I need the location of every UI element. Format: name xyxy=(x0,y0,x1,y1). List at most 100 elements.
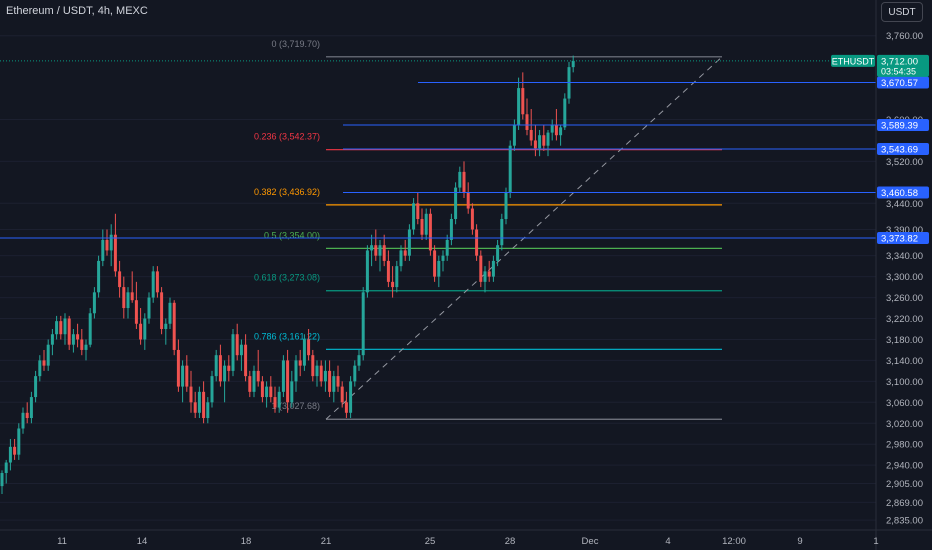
fib-level-label: 0 (3,719.70) xyxy=(271,39,320,49)
symbol-tag xyxy=(831,54,875,67)
hline-price-label: 3,589.39 xyxy=(881,121,918,132)
candle-body xyxy=(521,88,525,115)
time-tick-label: 4 xyxy=(665,536,670,547)
price-tick-label: 3,140.00 xyxy=(886,356,923,367)
candle-body xyxy=(84,344,88,350)
candle-body xyxy=(4,462,8,474)
candle-body xyxy=(319,365,323,382)
candle-body xyxy=(353,365,357,382)
candle-body xyxy=(538,135,542,149)
fib-level-label: 1 (3,027.68) xyxy=(271,401,320,411)
price-tick-label: 3,060.00 xyxy=(886,398,923,409)
candle-body xyxy=(265,386,269,398)
candle-body xyxy=(420,219,424,235)
horizontal-lines[interactable] xyxy=(0,60,876,239)
candle-body xyxy=(59,321,63,335)
time-tick-label: 12:00 xyxy=(722,536,746,547)
hline-price-tag xyxy=(877,186,929,199)
candle-body xyxy=(50,334,54,345)
candle-body xyxy=(269,386,273,398)
currency-button[interactable]: USDT xyxy=(881,2,923,22)
hline-price-tag xyxy=(877,142,929,155)
hline-price-tag xyxy=(877,76,929,89)
candle-body xyxy=(71,334,75,345)
time-tick-label: 18 xyxy=(241,536,252,547)
time-tick-label: 25 xyxy=(425,536,436,547)
candle-body xyxy=(160,292,164,329)
fib-level-label: 0.618 (3,273.08) xyxy=(254,273,320,283)
candle-body xyxy=(357,355,361,366)
candle-body xyxy=(248,376,252,392)
candle-body xyxy=(130,292,134,301)
candle-body xyxy=(407,229,411,256)
candle-body xyxy=(214,355,218,377)
candle-body xyxy=(13,446,17,455)
candle-body xyxy=(185,365,189,387)
candle-body xyxy=(25,412,29,419)
price-tick-label: 3,180.00 xyxy=(886,335,923,346)
candle-body xyxy=(571,60,575,68)
candle-body xyxy=(76,334,80,340)
candle-body xyxy=(525,114,529,130)
candle-body xyxy=(0,473,4,487)
candle-body xyxy=(424,213,428,235)
candle-body xyxy=(260,381,264,398)
candle-body xyxy=(21,412,25,429)
price-tick-label: 3,300.00 xyxy=(886,272,923,283)
candle-body xyxy=(281,360,285,392)
candle-body xyxy=(504,192,508,220)
candle-body xyxy=(34,376,38,398)
hline-price-label: 3,460.58 xyxy=(881,188,918,199)
candle-body xyxy=(29,397,33,419)
candle-body xyxy=(151,271,155,298)
time-axis[interactable]: 11 14 18 21 25 28 Dec 4 12:00 9 1 xyxy=(57,536,879,547)
time-tick-label: 14 xyxy=(137,536,148,547)
candle-body xyxy=(42,360,46,366)
candle-body xyxy=(315,365,319,377)
candle-body xyxy=(126,292,130,309)
candle-body xyxy=(218,355,222,382)
candle-body xyxy=(63,318,67,335)
price-tick-label: 3,440.00 xyxy=(886,199,923,210)
time-tick-label: 9 xyxy=(797,536,802,547)
hline-price-tag xyxy=(877,119,929,132)
candle-body xyxy=(336,376,340,387)
candle-body xyxy=(475,229,479,256)
price-tick-label: 2,869.00 xyxy=(886,498,923,509)
fib-retracement[interactable]: 0 (3,719.70) 0.236 (3,542.37) 0.382 (3,436… xyxy=(254,39,723,420)
candle-body xyxy=(197,391,201,413)
candle-body xyxy=(449,219,453,240)
price-tick-label: 2,835.00 xyxy=(886,516,923,527)
candle-body xyxy=(517,88,521,125)
candle-body xyxy=(479,255,483,282)
candle-body xyxy=(181,365,185,387)
candle-body xyxy=(277,391,281,408)
candle-body xyxy=(172,302,176,350)
candle-body xyxy=(433,250,437,277)
candle-body xyxy=(512,124,516,146)
candle-body xyxy=(17,428,21,455)
bar-countdown: 03:54:35 xyxy=(881,66,916,76)
fib-level-label: 0.5 (3,354.00) xyxy=(264,230,320,240)
price-axis[interactable]: 3,760.003,600.003,520.003,440.003,390.00… xyxy=(886,31,923,526)
candle-body xyxy=(496,245,500,261)
candle-body xyxy=(118,271,122,288)
candle-body xyxy=(332,376,336,392)
current-price-tag xyxy=(877,54,929,77)
candle-body xyxy=(273,397,277,408)
candle-body xyxy=(210,376,214,403)
price-tick-label: 3,760.00 xyxy=(886,31,923,42)
candle-body xyxy=(55,321,59,335)
candle-body xyxy=(239,344,243,356)
candle-body xyxy=(202,391,206,419)
hline-price-label: 3,373.82 xyxy=(881,233,918,244)
candle-body xyxy=(374,245,378,256)
candle-body xyxy=(143,318,147,340)
candle-body xyxy=(244,344,248,377)
candle-body xyxy=(97,260,101,293)
time-tick-label: 11 xyxy=(57,536,67,547)
candle-body xyxy=(164,323,168,329)
candle-body xyxy=(227,365,231,371)
